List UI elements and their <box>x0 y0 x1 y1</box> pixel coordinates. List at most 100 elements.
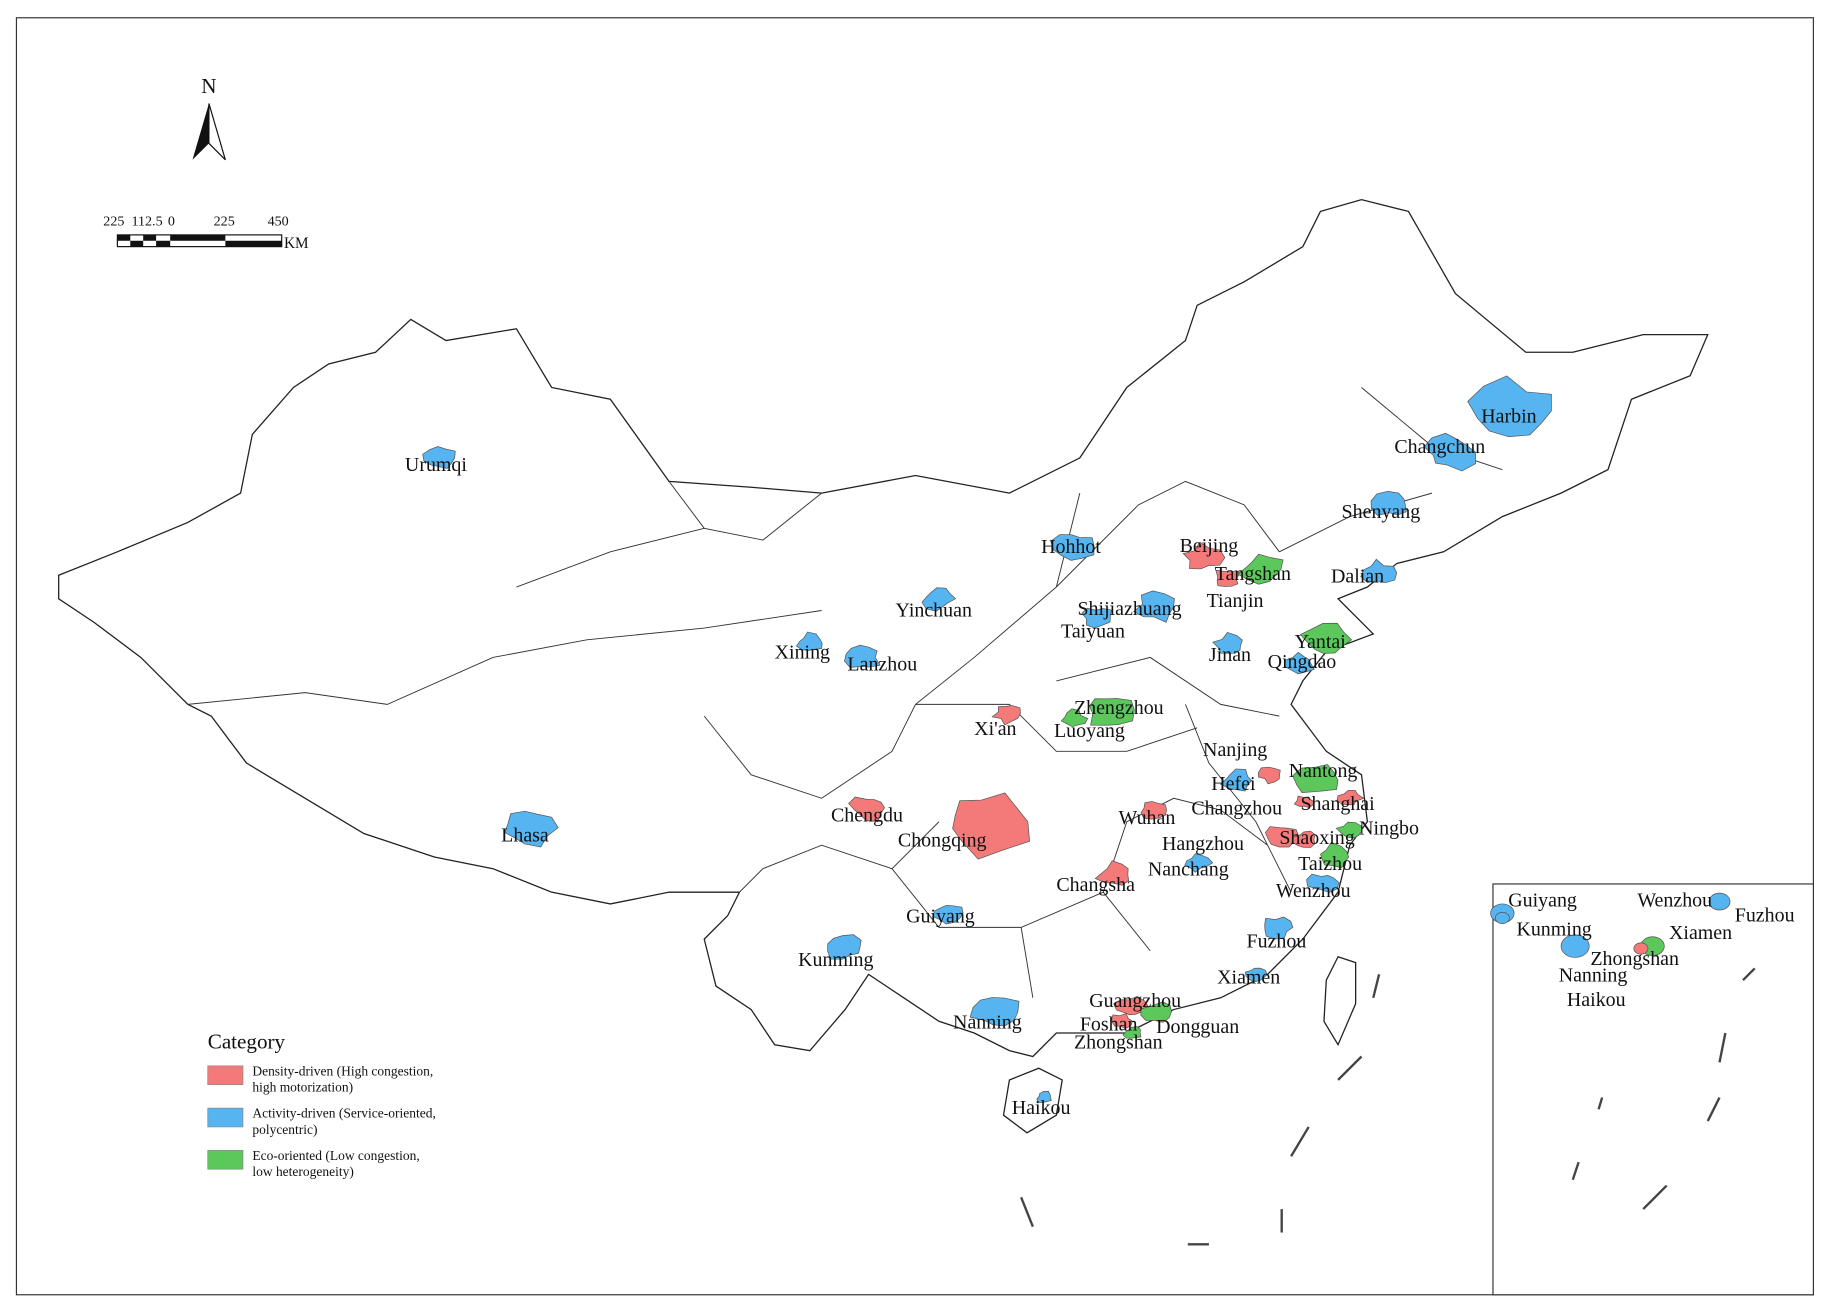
scale-seg <box>156 240 171 247</box>
city-area <box>1113 996 1150 1015</box>
city-area <box>1293 795 1315 808</box>
inset-label: Wenzhou <box>1637 889 1712 911</box>
city-area <box>1111 1012 1133 1029</box>
city-label: Changsha <box>1056 874 1135 896</box>
city-label: Guangzhou <box>1089 990 1181 1012</box>
legend-swatch <box>207 1150 244 1170</box>
city-label: Qingdao <box>1268 651 1337 673</box>
city-area <box>1184 853 1214 873</box>
map-frame <box>15 17 1814 1296</box>
city-label: Zhengzhou <box>1074 697 1164 719</box>
city-area <box>1237 553 1284 585</box>
city-label: Dalian <box>1331 565 1384 587</box>
city-label: Hangzhou <box>1162 833 1244 855</box>
city-area <box>1423 432 1476 472</box>
city-label: Taiyuan <box>1061 620 1125 642</box>
city-area <box>1467 375 1552 438</box>
scale-seg <box>130 240 144 247</box>
legend-title: Category <box>208 1029 286 1053</box>
city-area <box>1140 801 1167 820</box>
city-label: Ningbo <box>1359 818 1419 840</box>
city-area <box>1258 766 1281 785</box>
city-area <box>422 446 456 469</box>
inset-dashes <box>1571 967 1756 1210</box>
city-label: Xi'an <box>974 718 1016 740</box>
city-label: Yinchuan <box>896 599 972 621</box>
scale-seg <box>170 234 226 241</box>
city-label: Nantong <box>1289 760 1358 782</box>
city-label: Nanjing <box>1203 739 1267 761</box>
inset-area <box>1708 892 1731 911</box>
city-label: Yantai <box>1295 631 1347 653</box>
city-area <box>1360 558 1398 584</box>
city-label: Luoyang <box>1054 720 1125 742</box>
city-label: Lanzhou <box>847 653 917 675</box>
city-area <box>1122 1026 1142 1039</box>
city-area <box>827 934 862 960</box>
country-outline <box>58 199 1709 1058</box>
city-label: Changchun <box>1394 436 1485 458</box>
city-area <box>1336 789 1365 806</box>
city-area <box>969 997 1020 1027</box>
legend-label: Activity-driven (Service-oriented, <box>252 1106 435 1121</box>
city-area <box>1291 830 1316 848</box>
city-label: Taizhou <box>1298 853 1362 875</box>
scale-label: 225 <box>103 214 124 230</box>
scale-label: 0 <box>168 214 175 230</box>
city-area <box>795 631 823 651</box>
inset-area <box>1560 934 1590 958</box>
province-borders <box>187 387 1503 998</box>
scale-label: 225 <box>214 214 235 230</box>
scale-label: 450 <box>268 214 289 230</box>
city-label: Nanchang <box>1148 859 1229 881</box>
city-area <box>1215 569 1242 587</box>
city-area <box>1212 632 1243 654</box>
scale-seg <box>117 234 131 241</box>
inset-label: Nanning <box>1559 964 1628 986</box>
city-label: Chengdu <box>831 805 903 827</box>
inset-area <box>1494 912 1510 924</box>
city-area <box>1140 1001 1172 1023</box>
legend-swatch <box>207 1107 244 1128</box>
city-label: Haikou <box>1012 1097 1071 1119</box>
city-label: Wuhan <box>1119 807 1176 829</box>
city-area <box>1306 873 1340 893</box>
city-label: Shaoxing <box>1279 827 1354 849</box>
city-label: Wenzhou <box>1276 880 1351 902</box>
inset-label: Fuzhou <box>1735 905 1795 927</box>
city-label: Tangshan <box>1215 563 1291 585</box>
city-label: Shanghai <box>1300 793 1375 815</box>
city-label: Fuzhou <box>1246 930 1306 952</box>
city-area <box>1094 860 1130 886</box>
city-label: Xiamen <box>1217 967 1280 989</box>
city-label: Jinan <box>1209 644 1251 666</box>
city-area <box>1299 622 1353 654</box>
city-area <box>1182 541 1226 570</box>
city-area <box>504 810 559 848</box>
city-area <box>1292 764 1339 794</box>
city-area <box>1060 708 1089 728</box>
north-arrow: N <box>192 74 226 161</box>
city-label: Changzhou <box>1191 798 1282 820</box>
basemap <box>58 199 1709 1246</box>
city-label: Nanning <box>953 1011 1022 1033</box>
city-area <box>848 796 885 823</box>
city-area <box>932 904 964 925</box>
city-area <box>952 792 1030 860</box>
scale-seg <box>225 240 282 247</box>
city-area <box>921 587 957 612</box>
legend-label: low heterogeneity) <box>252 1164 353 1179</box>
city-area <box>1081 607 1112 629</box>
north-arrow-right <box>208 103 226 161</box>
inset-area <box>1633 942 1649 955</box>
city-label: Foshan <box>1080 1014 1138 1036</box>
city-label: Shijiazhuang <box>1077 598 1181 620</box>
inset-label: Haikou <box>1567 989 1626 1011</box>
city-area <box>1089 698 1135 726</box>
city-area <box>1220 768 1253 792</box>
city-area <box>1133 590 1175 623</box>
north-label: N <box>201 74 216 98</box>
legend-label: polycentric) <box>252 1122 317 1137</box>
city-label: Dongguan <box>1156 1016 1239 1038</box>
